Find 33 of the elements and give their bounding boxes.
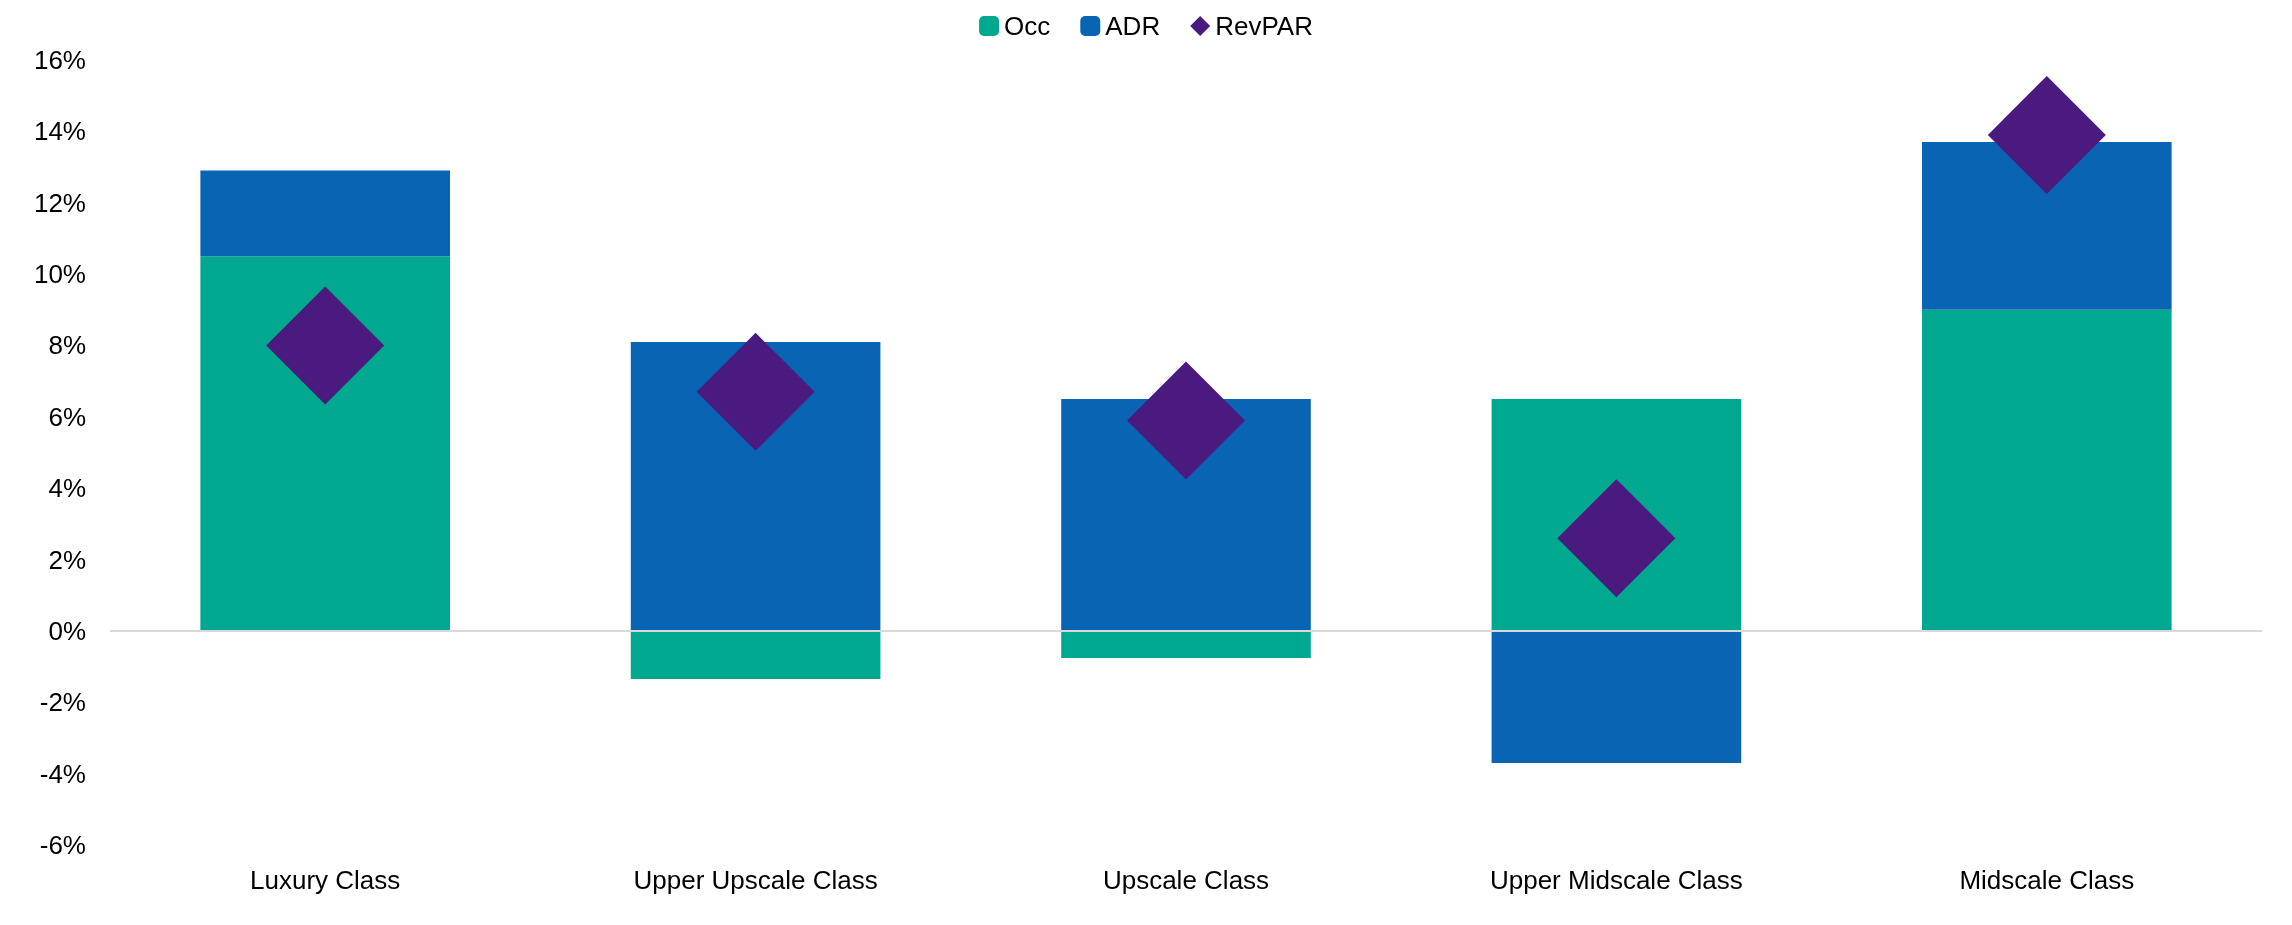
y-tick-label: -4%: [39, 758, 86, 789]
point: [1987, 75, 2106, 194]
y-tick-label: 12%: [33, 187, 86, 218]
bar: [630, 341, 881, 631]
y-tick-label: 8%: [48, 330, 86, 361]
y-tick-label: -2%: [39, 687, 86, 718]
x-tick-label: Midscale Class: [1959, 865, 2135, 895]
y-tick-label: 4%: [48, 473, 86, 504]
y-tick-label: 6%: [48, 401, 86, 432]
x-tick-label: Upscale Class: [1102, 865, 1270, 895]
legend-label: ADR: [1105, 11, 1161, 41]
bar: [1491, 630, 1742, 763]
bar: [1061, 398, 1311, 631]
bar: [200, 256, 451, 631]
bar: [1921, 142, 2172, 310]
y-tick-label: 16%: [33, 45, 86, 75]
legend-label: RevPAR: [1215, 11, 1313, 41]
x-tick-label: Luxury Class: [250, 865, 401, 895]
x-tick-label: Upper Upscale Class: [633, 865, 878, 895]
bar: [630, 630, 881, 680]
point: [1127, 361, 1245, 480]
y-tick-label: 14%: [33, 116, 86, 147]
legend-label: Occ: [1004, 11, 1051, 41]
y-tick-label: 2%: [48, 544, 86, 575]
bar: [1921, 309, 2172, 631]
x-tick-label: Upper Midscale Class: [1489, 865, 1743, 895]
point: [696, 332, 815, 451]
y-tick-label: 10%: [33, 259, 86, 290]
bar: [200, 170, 451, 257]
point: [266, 286, 385, 405]
y-tick-label: 0%: [48, 615, 86, 646]
bar: [1061, 630, 1311, 659]
y-tick-label: -6%: [39, 830, 86, 860]
